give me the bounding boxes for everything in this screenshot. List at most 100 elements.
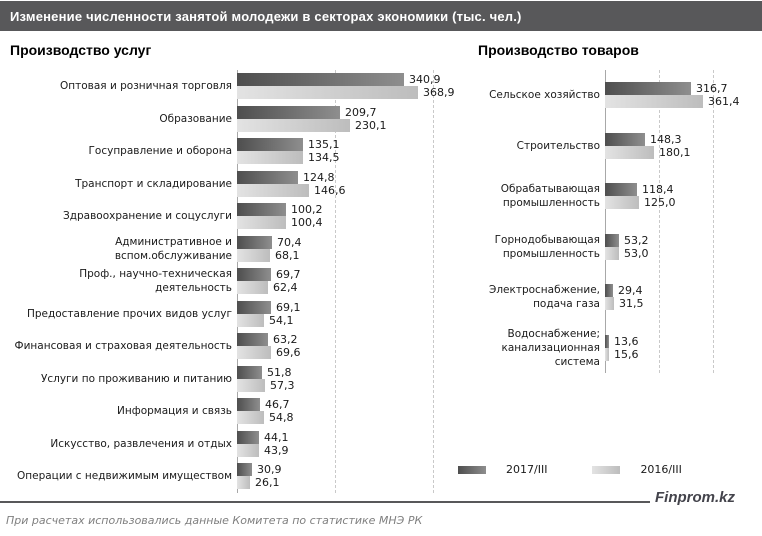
title-band: Изменение численности занятой молодежи в…	[0, 1, 762, 31]
bar-2017-III	[237, 73, 404, 87]
bar-2017-III	[605, 284, 613, 298]
bar-2016-III	[237, 151, 303, 165]
legend-label-2017: 2017/III	[506, 463, 548, 476]
chart-row: Строительство 148,3 180,1	[478, 121, 762, 172]
value-label: 180,1	[659, 145, 691, 159]
bar-2016-III	[237, 346, 271, 360]
chart-row: Административное и вспом.обслуживание 70,…	[0, 233, 470, 266]
bar-2017-III	[237, 235, 272, 249]
services-bar-chart: Оптовая и розничная торговля 340,9 368,9 Об…	[0, 70, 470, 493]
chart-row: Электроснабжение, подача газа 29,4 31,5	[478, 272, 762, 323]
bar-2017-III	[605, 334, 609, 348]
value-label: 100,2	[291, 203, 323, 217]
bar-2016-III	[237, 443, 259, 457]
category-label: Оптовая и розничная торговля	[60, 80, 232, 93]
value-label: 30,9	[257, 463, 282, 477]
bar-2017-III	[237, 333, 268, 347]
value-label: 62,4	[273, 281, 298, 295]
bar-2016-III	[237, 216, 286, 230]
category-label: Электроснабжение, подача газа	[488, 284, 600, 311]
category-label: Здравоохранение и соцуслуги	[62, 210, 232, 223]
chart-row: Сельское хозяйство 316,7 361,4	[478, 70, 762, 121]
chart-row: Информация и связь 46,7 54,8	[0, 395, 470, 428]
chart-row: Обрабатывающая промышленность 118,4 125,0	[478, 171, 762, 222]
bar-2017-III	[237, 203, 286, 217]
value-label: 316,7	[696, 82, 728, 96]
bar-2017-III	[237, 138, 303, 152]
category-label: Предоставление прочих видов услуг	[26, 307, 232, 320]
value-label: 29,4	[618, 284, 643, 298]
goods-bar-chart: Сельское хозяйство 316,7 361,4 Строительств…	[478, 70, 762, 373]
bar-2016-III	[237, 476, 250, 490]
chart-row: Горнодобывающая промышленность 53,2 53,0	[478, 222, 762, 273]
chart-row: Финансовая и страховая деятельность 63,2 6…	[0, 330, 470, 363]
category-label: Строительство	[516, 139, 600, 152]
brand-logo-text: Finprom.kz	[655, 489, 736, 506]
bar-2016-III	[605, 145, 654, 159]
chart-row: Проф., научно-техническая деятельность 69…	[0, 265, 470, 298]
gridline-200	[335, 70, 337, 493]
value-label: 209,7	[345, 105, 377, 119]
category-label: Финансовая и страховая деятельность	[14, 340, 232, 353]
bar-2016-III	[237, 378, 265, 392]
gridline-400	[433, 70, 435, 493]
category-label: Госуправление и оборона	[88, 145, 233, 158]
value-label: 53,2	[624, 233, 649, 247]
bar-2017-III	[237, 463, 252, 477]
legend-swatch-2017	[458, 465, 486, 474]
value-label: 148,3	[650, 132, 682, 146]
value-label: 53,0	[624, 246, 649, 260]
bar-2016-III	[605, 95, 703, 109]
chart-row: Здравоохранение и соцуслуги 100,2 100,4	[0, 200, 470, 233]
value-label: 15,6	[614, 347, 639, 361]
bar-2017-III	[237, 365, 262, 379]
value-label: 31,5	[619, 297, 644, 311]
value-label: 57,3	[270, 378, 295, 392]
value-label: 146,6	[314, 183, 346, 197]
category-label: Операции с недвижимым имуществом	[16, 470, 232, 483]
value-label: 26,1	[255, 476, 280, 490]
value-label: 69,1	[276, 300, 301, 314]
legend-swatch-2016	[592, 465, 621, 474]
bar-2016-III	[605, 297, 614, 311]
value-label: 69,6	[276, 346, 301, 360]
left-chart-title: Производство услуг	[10, 42, 152, 58]
value-label: 70,4	[277, 235, 302, 249]
right-chart-title: Производство товаров	[478, 42, 639, 58]
bar-2017-III	[237, 105, 340, 119]
bar-2017-III	[237, 170, 298, 184]
legend-item-2017: 2017/III	[458, 463, 547, 476]
value-label: 125,0	[644, 196, 676, 210]
category-label: Водоснабжение; канализационная система	[501, 327, 600, 368]
category-label: Информация и связь	[117, 405, 232, 418]
bar-2016-III	[237, 313, 264, 327]
chart-row: Водоснабжение; канализационная система 13…	[478, 323, 762, 374]
chart-row: Транспорт и складирование 124,8 146,6	[0, 168, 470, 201]
bar-2017-III	[605, 132, 645, 146]
y-axis-line	[605, 70, 606, 373]
value-label: 43,9	[264, 443, 289, 457]
category-label: Горнодобывающая промышленность	[494, 233, 600, 260]
bar-2017-III	[237, 398, 260, 412]
bar-2017-III	[237, 300, 271, 314]
value-label: 100,4	[291, 216, 323, 230]
bar-2016-III	[237, 183, 309, 197]
value-label: 368,9	[423, 86, 455, 100]
bar-2016-III	[237, 248, 270, 262]
category-label: Услуги по проживанию и питанию	[40, 372, 232, 385]
chart-row: Услуги по проживанию и питанию 51,8 57,3	[0, 363, 470, 396]
value-label: 135,1	[308, 138, 340, 152]
value-label: 361,4	[708, 95, 740, 109]
legend: 2017/III 2016/III	[458, 463, 682, 476]
chart-row: Искусство, развлечения и отдых 44,1 43,9	[0, 428, 470, 461]
bar-2017-III	[605, 233, 619, 247]
category-label: Проф., научно-техническая деятельность	[79, 268, 232, 295]
footer-divider	[0, 501, 650, 503]
category-label: Обрабатывающая промышленность	[500, 183, 600, 210]
chart-row: Образование 209,7 230,1	[0, 103, 470, 136]
bar-2017-III	[237, 268, 271, 282]
value-label: 13,6	[614, 334, 639, 348]
value-label: 54,1	[269, 313, 294, 327]
value-label: 51,8	[267, 365, 292, 379]
